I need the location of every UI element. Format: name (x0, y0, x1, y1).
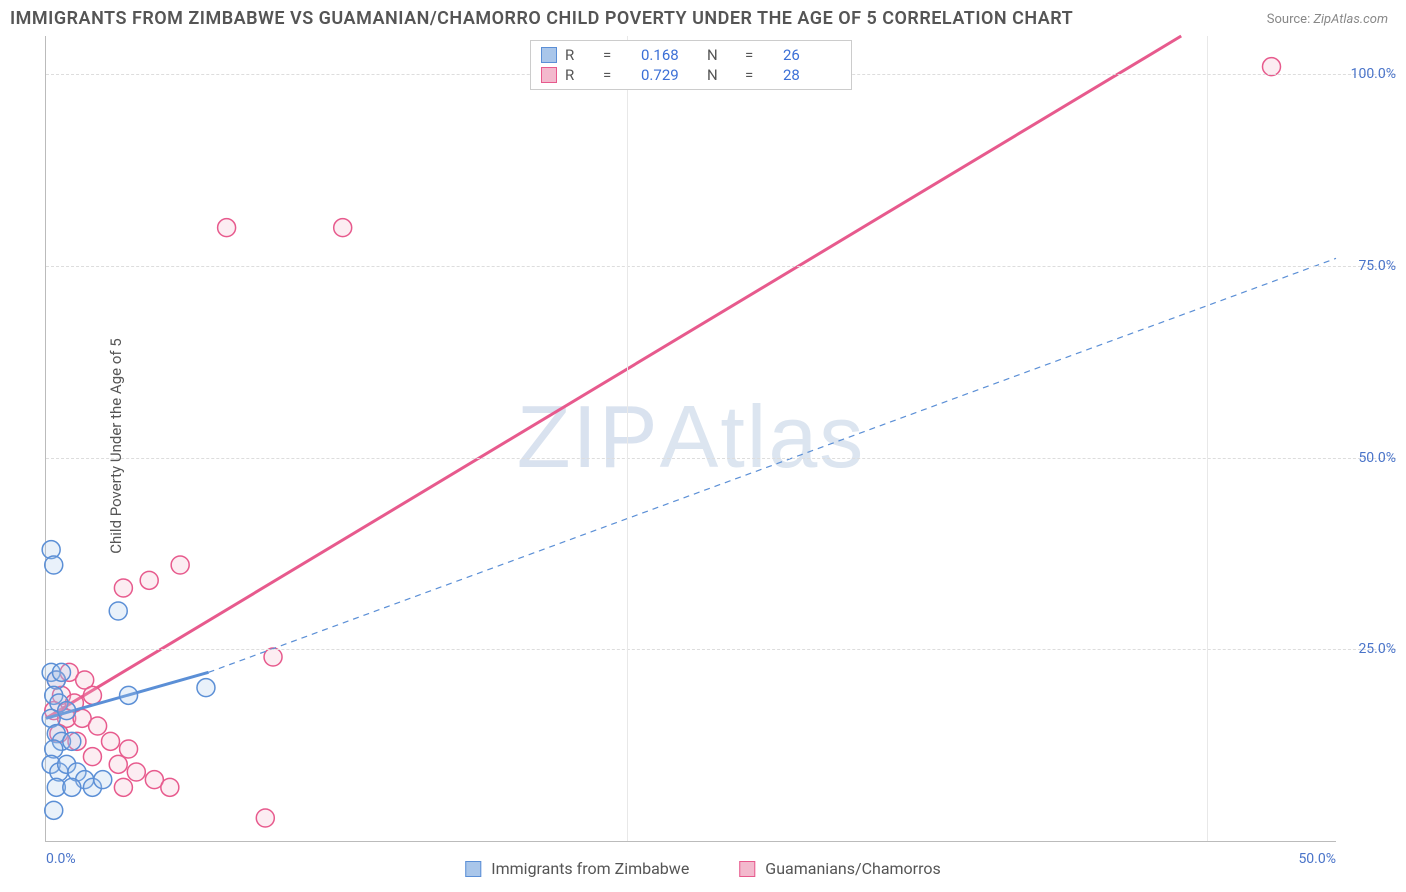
n-label: N (707, 46, 737, 64)
data-point (83, 686, 101, 704)
data-point (45, 556, 63, 574)
equals-sign: = (603, 66, 633, 84)
legend-row-series-1: R = 0.168 N = 26 (541, 45, 841, 65)
equals-sign: = (745, 46, 775, 64)
data-point (127, 763, 145, 781)
data-point (120, 740, 138, 758)
plot-area: ZIPAtlas R = 0.168 N = 26 R = 0.729 N = … (45, 36, 1336, 842)
grid-line-h (46, 649, 1396, 650)
swatch-series-2 (739, 861, 755, 877)
y-tick-label: 75.0% (1341, 258, 1396, 274)
r-value-1: 0.168 (641, 46, 699, 64)
x-tick-label: 50.0% (1298, 851, 1336, 867)
data-point (109, 602, 127, 620)
plot-svg (46, 36, 1336, 841)
equals-sign: = (745, 66, 775, 84)
n-label: N (707, 66, 737, 84)
chart-title: IMMIGRANTS FROM ZIMBABWE VS GUAMANIAN/CH… (10, 8, 1073, 29)
trend-line-extrapolated (209, 258, 1336, 672)
data-point (52, 663, 70, 681)
source-attribution: Source: ZipAtlas.com (1267, 12, 1388, 27)
source-label: Source: (1267, 12, 1310, 27)
legend-item-series-1: Immigrants from Zimbabwe (465, 859, 689, 878)
y-tick-label: 100.0% (1341, 66, 1396, 82)
y-tick-label: 25.0% (1341, 641, 1396, 657)
correlation-legend: R = 0.168 N = 26 R = 0.729 N = 28 (530, 40, 852, 90)
trend-line (46, 36, 1181, 718)
data-point (114, 778, 132, 796)
r-label: R (565, 66, 595, 84)
n-value-1: 26 (783, 46, 841, 64)
series-legend: Immigrants from Zimbabwe Guamanians/Cham… (465, 859, 940, 878)
equals-sign: = (603, 46, 633, 64)
data-point (161, 778, 179, 796)
series-2-name: Guamanians/Chamorros (765, 859, 940, 878)
source-value: ZipAtlas.com (1313, 12, 1388, 27)
swatch-series-2 (541, 67, 557, 83)
r-label: R (565, 46, 595, 64)
data-point (63, 732, 81, 750)
x-tick-label: 0.0% (46, 851, 76, 867)
data-point (83, 748, 101, 766)
data-point (114, 579, 132, 597)
data-point (171, 556, 189, 574)
legend-item-series-2: Guamanians/Chamorros (739, 859, 940, 878)
r-value-2: 0.729 (641, 66, 699, 84)
data-point (334, 219, 352, 237)
data-point (1263, 58, 1281, 76)
data-point (140, 571, 158, 589)
swatch-series-1 (465, 861, 481, 877)
data-point (94, 771, 112, 789)
y-tick-label: 50.0% (1341, 450, 1396, 466)
data-point (264, 648, 282, 666)
data-point (45, 801, 63, 819)
chart-area: ZIPAtlas R = 0.168 N = 26 R = 0.729 N = … (45, 36, 1336, 842)
n-value-2: 28 (783, 66, 841, 84)
data-point (89, 717, 107, 735)
grid-line-h (46, 266, 1396, 267)
grid-line-h (46, 458, 1396, 459)
data-point (218, 219, 236, 237)
data-point (256, 809, 274, 827)
data-point (109, 755, 127, 773)
series-1-name: Immigrants from Zimbabwe (491, 859, 689, 878)
swatch-series-1 (541, 47, 557, 63)
data-point (58, 702, 76, 720)
data-point (102, 732, 120, 750)
grid-line-v (1207, 36, 1208, 841)
data-point (120, 686, 138, 704)
data-point (63, 778, 81, 796)
data-point (197, 679, 215, 697)
legend-row-series-2: R = 0.729 N = 28 (541, 65, 841, 85)
grid-line-v (627, 36, 628, 841)
